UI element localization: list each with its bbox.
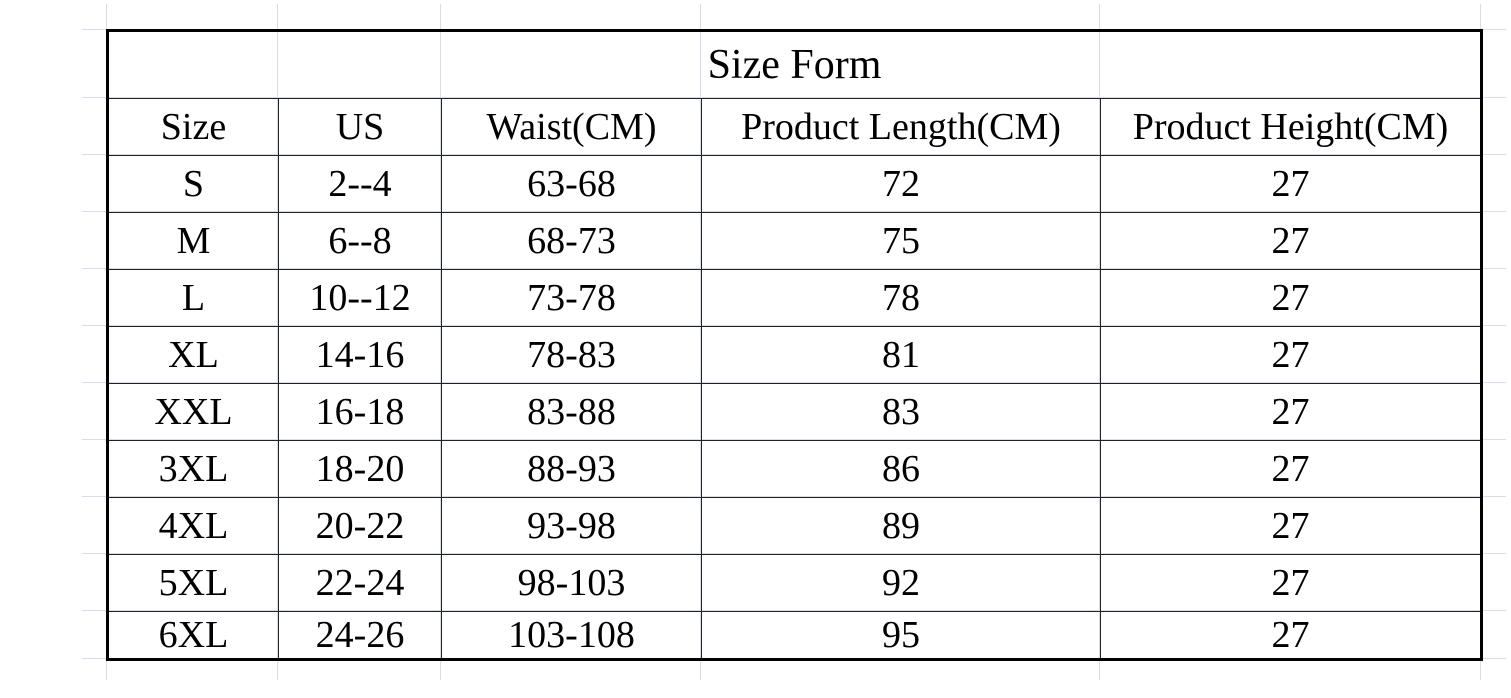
table-title: Size Form <box>107 30 1482 99</box>
size-chart-table: Size Form Size US Waist(CM) Product Length(… <box>106 29 1483 661</box>
table-cell: 20-22 <box>278 497 442 555</box>
table-cell: L <box>107 269 279 327</box>
table-cell: 6XL <box>107 611 279 660</box>
table-cell: 10--12 <box>278 269 442 327</box>
table-cell: 83 <box>701 383 1101 441</box>
table-cell: 27 <box>1100 497 1482 555</box>
table-cell: 3XL <box>107 440 279 498</box>
table-row: 3XL 18-20 88-93 86 27 <box>107 440 1482 498</box>
table-row: S 2--4 63-68 72 27 <box>107 155 1482 213</box>
table-cell: 98-103 <box>441 554 702 612</box>
table-row: M 6--8 68-73 75 27 <box>107 212 1482 270</box>
table-cell: 4XL <box>107 497 279 555</box>
table-cell: 24-26 <box>278 611 442 660</box>
table-cell: 78 <box>701 269 1101 327</box>
table-cell: 103-108 <box>441 611 702 660</box>
table-cell: 27 <box>1100 212 1482 270</box>
table-cell: 27 <box>1100 611 1482 660</box>
table-cell: XXL <box>107 383 279 441</box>
column-header: Size <box>107 98 279 156</box>
table-cell: 75 <box>701 212 1101 270</box>
table-cell: 78-83 <box>441 326 702 384</box>
table-cell: 83-88 <box>441 383 702 441</box>
table-cell: 18-20 <box>278 440 442 498</box>
table-cell: 27 <box>1100 554 1482 612</box>
table-row: XXL 16-18 83-88 83 27 <box>107 383 1482 441</box>
table-cell: 22-24 <box>278 554 442 612</box>
table-cell: 93-98 <box>441 497 702 555</box>
table-cell: 14-16 <box>278 326 442 384</box>
table-row: 4XL 20-22 93-98 89 27 <box>107 497 1482 555</box>
table-cell: 27 <box>1100 269 1482 327</box>
column-header: Product Length(CM) <box>701 98 1101 156</box>
table-cell: 27 <box>1100 326 1482 384</box>
table-cell: 2--4 <box>278 155 442 213</box>
table-cell: 73-78 <box>441 269 702 327</box>
table-cell: 6--8 <box>278 212 442 270</box>
table-cell: M <box>107 212 279 270</box>
table-cell: 27 <box>1100 383 1482 441</box>
table-cell: 81 <box>701 326 1101 384</box>
table-cell: 68-73 <box>441 212 702 270</box>
table-row: 5XL 22-24 98-103 92 27 <box>107 554 1482 612</box>
table-cell: 88-93 <box>441 440 702 498</box>
column-header: US <box>278 98 442 156</box>
table-cell: 72 <box>701 155 1101 213</box>
table-row: 6XL 24-26 103-108 95 27 <box>107 611 1482 660</box>
table-row: L 10--12 73-78 78 27 <box>107 269 1482 327</box>
table-cell: 86 <box>701 440 1101 498</box>
table-cell: XL <box>107 326 279 384</box>
column-header: Product Height(CM) <box>1100 98 1482 156</box>
table-cell: 5XL <box>107 554 279 612</box>
table-cell: 63-68 <box>441 155 702 213</box>
table-cell: 27 <box>1100 440 1482 498</box>
table-row: XL 14-16 78-83 81 27 <box>107 326 1482 384</box>
table-cell: 27 <box>1100 155 1482 213</box>
column-header: Waist(CM) <box>441 98 702 156</box>
table-cell: 89 <box>701 497 1101 555</box>
table-cell: 16-18 <box>278 383 442 441</box>
header-row: Size US Waist(CM) Product Length(CM) Product… <box>107 98 1482 156</box>
table-cell: 95 <box>701 611 1101 660</box>
table-cell: S <box>107 155 279 213</box>
table-cell: 92 <box>701 554 1101 612</box>
